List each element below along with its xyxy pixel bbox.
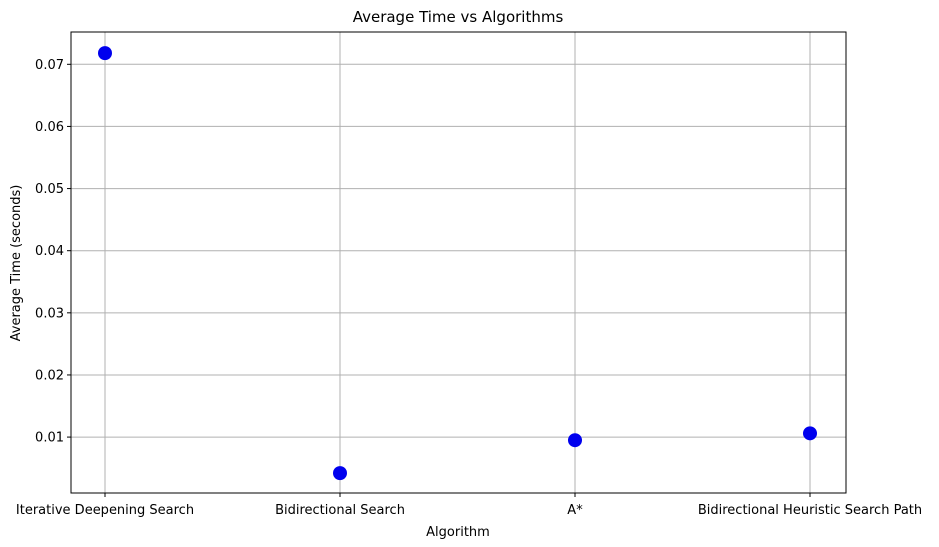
axes-frame (70, 31, 847, 494)
data-point (803, 426, 817, 441)
y-tick-label: 0.04 (35, 244, 64, 259)
y-tick-label: 0.02 (35, 368, 64, 383)
x-tick-label: Bidirectional Search (275, 503, 405, 518)
data-point (333, 466, 347, 481)
data-points (98, 46, 817, 481)
data-point (98, 46, 112, 61)
x-axis-ticks: Iterative Deepening Search Bidirectional … (16, 493, 922, 518)
y-tick-label: 0.05 (35, 182, 64, 197)
y-axis-ticks: 0.01 0.02 0.03 0.04 0.05 0.06 0.07 (35, 58, 71, 446)
x-tick-label: Bidirectional Heuristic Search Path (698, 503, 922, 518)
x-tick-label: A* (567, 503, 583, 518)
data-point (568, 433, 582, 448)
y-tick-label: 0.01 (35, 431, 64, 446)
x-tick-label: Iterative Deepening Search (16, 503, 194, 518)
plot-frame (70, 31, 847, 494)
x-axis-label: Algorithm (426, 525, 490, 540)
chart-title: Average Time vs Algorithms (353, 8, 564, 26)
y-tick-label: 0.06 (35, 120, 64, 135)
y-tick-label: 0.03 (35, 306, 64, 321)
y-tick-label: 0.07 (35, 58, 64, 73)
grid-lines (71, 32, 846, 493)
y-axis-label: Average Time (seconds) (9, 185, 24, 342)
